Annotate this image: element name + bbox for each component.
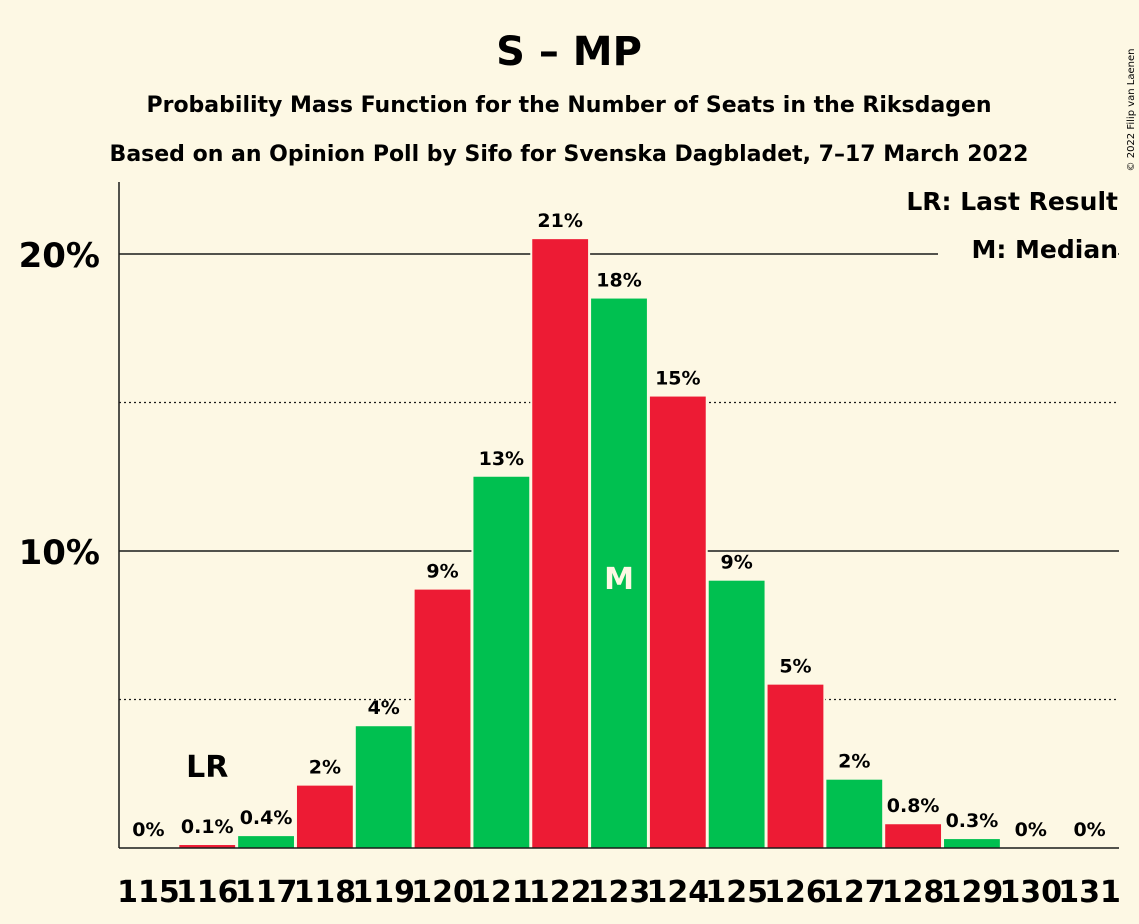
bar-124 [649,396,706,848]
bar-121 [473,476,530,848]
data-label-125: 9% [721,552,753,574]
data-label-128: 0.8% [887,795,940,817]
legend-last-result: LR: Last Result [906,187,1118,216]
bar-128 [885,824,942,848]
data-label-120: 9% [426,561,458,583]
x-tick-122: 122 [529,875,592,910]
bar-129 [944,839,1000,848]
x-tick-128: 128 [882,875,945,910]
data-label-124: 15% [655,368,700,390]
bar-120 [414,589,471,848]
data-label-116: 0.1% [181,816,234,838]
y-axis-ticks: 10% 20% [19,236,100,573]
data-label-127: 2% [838,751,870,773]
x-tick-129: 129 [941,875,1004,910]
x-tick-127: 127 [823,875,886,910]
data-label-122: 21% [537,210,582,232]
data-label-118: 2% [309,757,341,779]
y-tick-label: 20% [19,236,100,276]
x-tick-123: 123 [588,875,651,910]
x-tick-116: 116 [176,875,239,910]
median-marker: M [604,562,634,597]
chart-title: S – MP [496,29,642,75]
x-tick-120: 120 [411,875,474,910]
x-tick-131: 131 [1058,875,1121,910]
data-label-121: 13% [479,448,524,470]
chart-subtitle-1: Probability Mass Function for the Number… [146,93,991,118]
bar-116 [179,845,236,848]
data-label-119: 4% [368,697,400,719]
bar-123 [591,298,647,848]
copyright-note: © 2022 Filip van Laenen [1126,49,1137,172]
bar-122 [532,239,589,848]
bar-125 [708,580,765,848]
chart-subtitle-2: Based on an Opinion Poll by Sifo for Sve… [110,142,1029,167]
x-tick-115: 115 [117,875,180,910]
data-label-123: 18% [596,270,641,292]
data-labels: 0% 0.1% LR 0.4% 2% 4% 9% 13% 21% 18% M 15% 9% 5% 2% 0.8… [132,210,1105,841]
x-tick-124: 124 [647,875,710,910]
legend-median: M: Median [971,235,1118,264]
x-tick-117: 117 [235,875,298,910]
bar-127 [826,779,883,848]
data-label-129: 0.3% [946,810,999,832]
x-axis-ticks: 1151161171181191201211221231241251261271… [117,875,1121,910]
data-label-117: 0.4% [240,807,293,829]
x-tick-119: 119 [352,875,415,910]
bar-126 [767,684,824,848]
x-tick-118: 118 [294,875,357,910]
y-tick-label: 10% [19,533,100,573]
legend-background [938,183,1118,265]
x-tick-126: 126 [764,875,827,910]
bar-117 [238,836,294,848]
last-result-marker: LR [186,750,228,785]
x-tick-121: 121 [470,875,533,910]
data-label-130: 0% [1015,819,1047,841]
x-tick-130: 130 [999,875,1062,910]
data-label-131: 0% [1073,819,1105,841]
x-tick-125: 125 [705,875,768,910]
bar-119 [355,726,412,848]
bar-118 [296,785,353,848]
data-label-115: 0% [132,819,164,841]
data-label-126: 5% [779,656,811,678]
bars [177,237,1002,848]
